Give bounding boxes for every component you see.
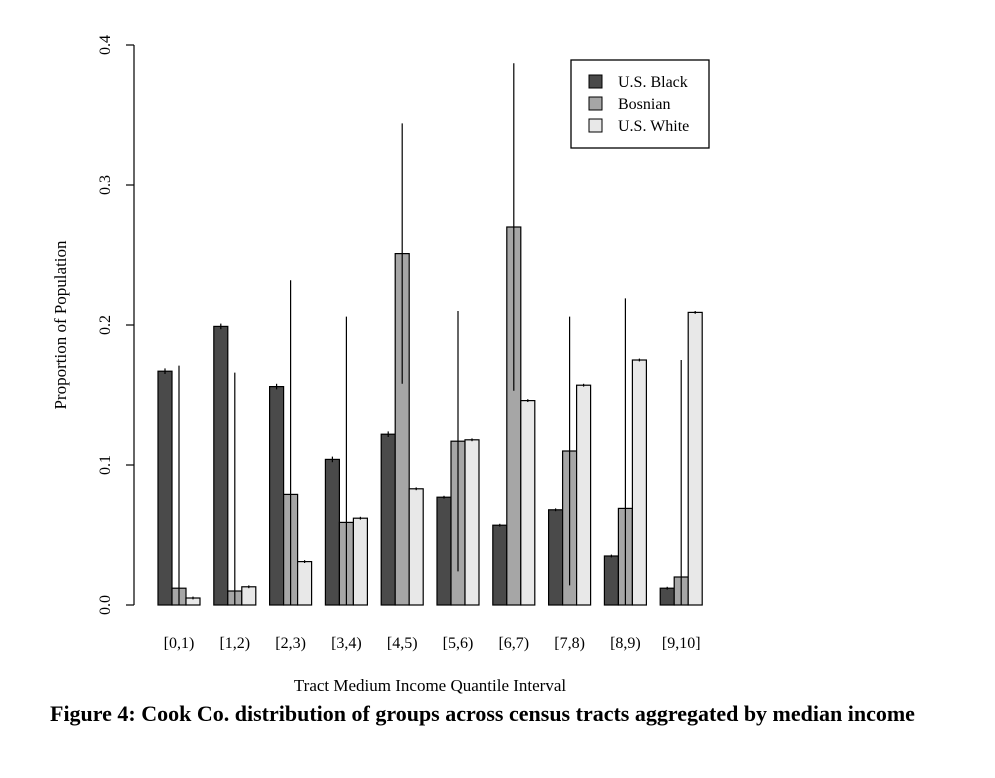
- x-tick-label: [3,4): [331, 635, 362, 652]
- legend-swatch: [588, 74, 603, 89]
- x-tick-label: [9,10]: [662, 635, 701, 652]
- y-tick-label: 0.4: [97, 35, 114, 55]
- x-tick-label: [5,6): [443, 635, 474, 652]
- x-tick-label: [2,3): [275, 635, 306, 652]
- bar-u-s-white-2: [297, 560, 313, 606]
- legend-swatch: [588, 96, 603, 111]
- y-tick-label: 0.1: [97, 455, 114, 475]
- error-bars-group: [164, 63, 696, 605]
- y-tick-label: 0.0: [97, 595, 114, 615]
- legend-label: U.S. Black: [618, 74, 688, 91]
- bar-u-s-white-3: [352, 517, 368, 606]
- y-tick-label: 0.3: [97, 175, 114, 195]
- bars-group: [157, 226, 703, 606]
- legend: U.S. Black Bosnian U.S. White: [570, 59, 710, 149]
- figure-caption: Figure 4: Cook Co. distribution of group…: [50, 701, 915, 726]
- bar-u-s-black-4: [380, 433, 396, 606]
- bar-u-s-white-8: [631, 359, 648, 606]
- bar-u-s-black-0: [157, 370, 173, 606]
- x-tick-label: [1,2): [219, 635, 250, 652]
- legend-swatch: [588, 118, 603, 133]
- x-tick-label: [4,5): [387, 635, 418, 652]
- bar-u-s-black-5: [436, 496, 452, 606]
- legend-label: U.S. White: [618, 118, 689, 135]
- bar-u-s-black-2: [269, 386, 285, 606]
- chart: 0.0 0.1 0.2 0.3 0.4 [0,1) [1,2) [2,3) [3,4) [4,5…: [51, 35, 710, 695]
- x-axis-label: Tract Medium Income Quantile Interval: [294, 676, 567, 695]
- bar-u-s-white-7: [575, 384, 592, 606]
- bar-u-s-white-1: [241, 586, 257, 606]
- bar-u-s-black-7: [547, 509, 564, 606]
- bar-u-s-black-6: [492, 524, 508, 606]
- x-tick-label: [6,7): [498, 635, 529, 652]
- x-tick-labels: [0,1) [1,2) [2,3) [3,4) [4,5) [5,6) [6,7) [7,8)…: [164, 635, 701, 652]
- legend-label: Bosnian: [618, 96, 670, 113]
- bar-u-s-white-4: [408, 488, 424, 606]
- bar-u-s-black-3: [324, 458, 340, 606]
- bar-u-s-white-9: [687, 311, 703, 606]
- y-tick-label: 0.2: [97, 315, 114, 335]
- bar-u-s-black-9: [659, 587, 675, 606]
- bar-u-s-white-5: [464, 439, 480, 606]
- bar-u-s-black-1: [213, 325, 229, 606]
- x-tick-label: [8,9): [610, 635, 641, 652]
- bar-u-s-white-6: [520, 400, 536, 606]
- x-tick-label: [0,1): [164, 635, 195, 652]
- x-tick-label: [7,8): [554, 635, 585, 652]
- y-axis: 0.0 0.1 0.2 0.3 0.4: [97, 35, 135, 615]
- bar-u-s-black-8: [603, 555, 620, 606]
- y-axis-label: Proportion of Population: [51, 240, 70, 410]
